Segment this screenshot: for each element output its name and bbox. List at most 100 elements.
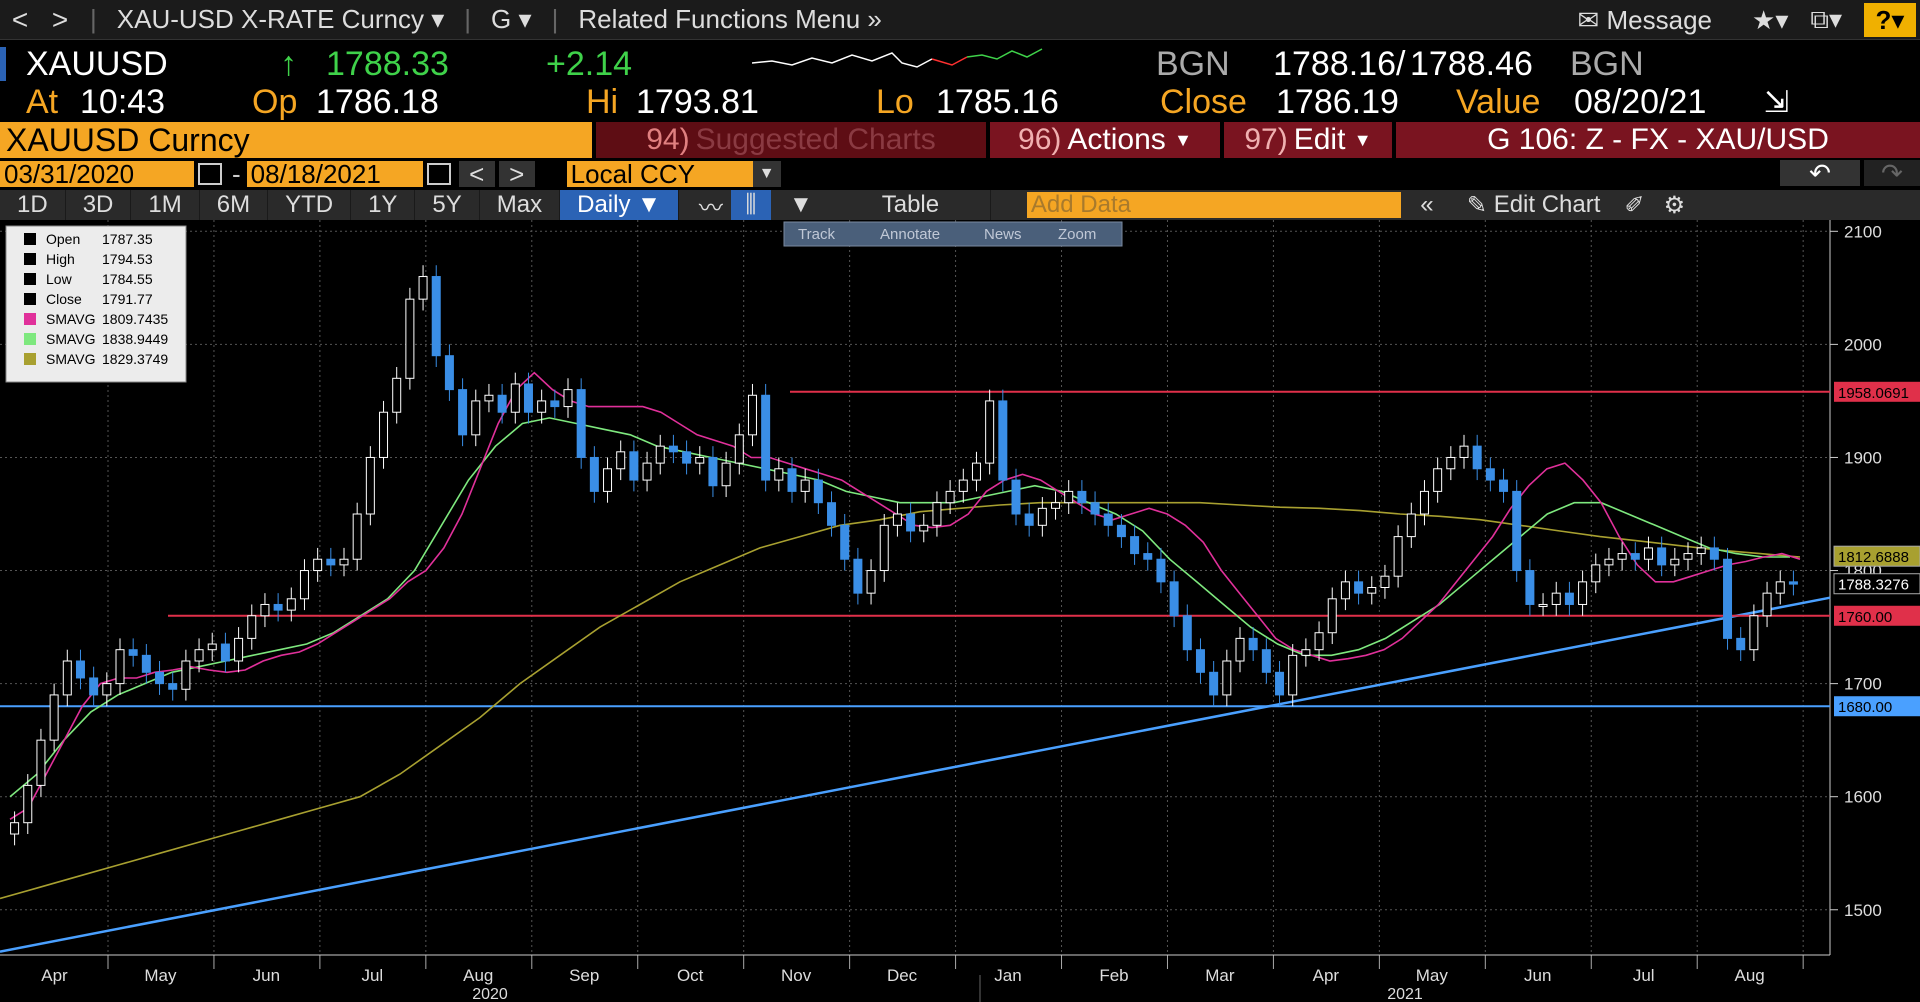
gear-icon[interactable]: ⚙ (1663, 191, 1686, 219)
candle-body (708, 456, 718, 487)
trendline (0, 596, 1831, 953)
edit-icon[interactable]: ✐ (1624, 191, 1645, 219)
tab-5y[interactable]: 5Y (415, 190, 480, 220)
candle-body (1011, 479, 1021, 515)
legend-label: Close (46, 291, 82, 307)
suggested-charts-button[interactable]: 94) Suggested Charts (596, 122, 986, 158)
value-date: 08/20/21 (1574, 82, 1707, 121)
candle-body (1512, 490, 1522, 572)
candle-body (1248, 637, 1258, 651)
y-tick-label: 1600 (1844, 788, 1882, 807)
candle-body (1472, 445, 1482, 470)
back-button[interactable]: < (11, 3, 29, 35)
candle-body (471, 400, 481, 436)
tab-1d[interactable]: 1D (0, 190, 66, 220)
help-button[interactable]: ? ▾ (1864, 3, 1916, 37)
candle-body (405, 298, 415, 379)
table-button[interactable]: Table (831, 190, 991, 220)
candle-body (853, 558, 863, 594)
currency-select[interactable]: Local CCY (566, 159, 753, 189)
forward-button[interactable]: > (51, 3, 69, 35)
x-tick-label: Aug (463, 966, 493, 985)
price-tag (1833, 573, 1920, 595)
price-chart[interactable]: 1500 1600 1700 1800 1900 2000 2100 Apr May Jun Jul… (0, 220, 1920, 1002)
candle-body (721, 462, 731, 487)
tab-max[interactable]: Max (480, 190, 561, 220)
chart-tools[interactable]: Track Annotate News Zoom (783, 221, 1123, 247)
tool-track[interactable]: Track (798, 226, 835, 243)
x-tick-label: Jan (994, 966, 1021, 985)
legend-value: 1787.35 (102, 231, 153, 247)
next-range-button[interactable]: > (498, 159, 535, 189)
marker (0, 47, 6, 81)
candle-body (220, 643, 230, 662)
message-button[interactable]: ✉ Message (1577, 4, 1713, 35)
candle-body (1775, 581, 1785, 594)
tab-1y[interactable]: 1Y (351, 190, 416, 220)
tool-news[interactable]: News (984, 226, 1022, 243)
candle-body (642, 462, 652, 481)
x-tick-label: Jun (253, 966, 280, 985)
add-data-input[interactable]: Add Data (1026, 191, 1401, 218)
caret-down-icon[interactable]: ▼ (752, 161, 781, 187)
calendar-icon[interactable] (426, 163, 451, 185)
level-tag-label: 1958.0691 (1838, 385, 1909, 402)
tool-zoom[interactable]: Zoom (1058, 226, 1096, 243)
line-chart-icon[interactable]: 〰 (698, 194, 723, 222)
tool-annotate[interactable]: Annotate (880, 226, 940, 243)
candle-body (431, 276, 441, 357)
collapse-icon[interactable]: « (1420, 191, 1434, 218)
start-date-input[interactable]: 03/31/2020 (0, 159, 194, 189)
redo-button[interactable]: ↷ (1864, 158, 1920, 188)
candle-body (484, 394, 494, 402)
security-selector[interactable]: XAU-USD X-RATE Curncy ▾ (116, 4, 445, 34)
candle-body (589, 456, 599, 492)
related-functions-menu[interactable]: Related Functions Menu » (578, 4, 882, 34)
legend-label: SMAVG (46, 351, 96, 367)
candle-body (1261, 649, 1271, 673)
candle-body (1116, 524, 1126, 538)
candle-body (1643, 547, 1653, 560)
tab-3d[interactable]: 3D (66, 190, 132, 220)
chart-type-dropdown[interactable]: ▼ (789, 191, 813, 218)
candle-body (1393, 536, 1403, 577)
legend-swatch (24, 273, 36, 285)
edit-menu[interactable]: 97) Edit ▼ (1224, 122, 1392, 158)
actions-menu[interactable]: 96) Actions ▼ (990, 122, 1220, 158)
legend: Open 1787.35 High 1794.53 Low 1784.55 Close 179… (5, 225, 187, 383)
close-value: 1786.19 (1276, 82, 1399, 121)
year-label: 2021 (1387, 986, 1423, 1002)
calendar-icon[interactable] (198, 163, 222, 185)
end-date-input[interactable]: 08/18/2021 (246, 159, 423, 189)
at-label: At (26, 82, 59, 121)
candle-body (747, 394, 757, 436)
level-tag (1834, 381, 1920, 402)
candle-body (1314, 632, 1324, 651)
window-icon[interactable]: ⧉▾ (1810, 4, 1842, 34)
period-select[interactable]: Daily ▼ (560, 190, 679, 220)
favorite-star-icon[interactable]: ★▾ (1752, 4, 1789, 35)
edit-chart-button[interactable]: ✎ Edit Chart (1466, 191, 1601, 219)
candlestick-icon[interactable]: ⫼ (730, 190, 771, 220)
function-selector[interactable]: G ▾ (491, 4, 532, 34)
tab-6m[interactable]: 6M (200, 190, 269, 220)
candle-body (682, 451, 692, 464)
expand-icon[interactable]: ⇲ (1764, 85, 1790, 119)
caret-down-icon: ▼ (637, 191, 661, 218)
level-tag-label: 1680.00 (1838, 699, 1892, 716)
candle-body (1024, 513, 1034, 526)
tab-1m[interactable]: 1M (131, 190, 200, 220)
price-tag-label: 1788.3276 (1838, 577, 1909, 594)
candle-body (1169, 581, 1179, 617)
candle-body (985, 400, 995, 464)
prev-range-button[interactable]: < (458, 159, 495, 189)
candle-body (1340, 581, 1350, 600)
undo-button[interactable]: ↶ (1780, 158, 1860, 188)
tab-ytd[interactable]: YTD (268, 190, 352, 220)
candle-body (1235, 637, 1245, 662)
legend-swatch (24, 333, 36, 345)
legend-label: SMAVG (46, 331, 96, 347)
low-label: Lo (876, 82, 914, 121)
candle-body (1037, 507, 1047, 526)
